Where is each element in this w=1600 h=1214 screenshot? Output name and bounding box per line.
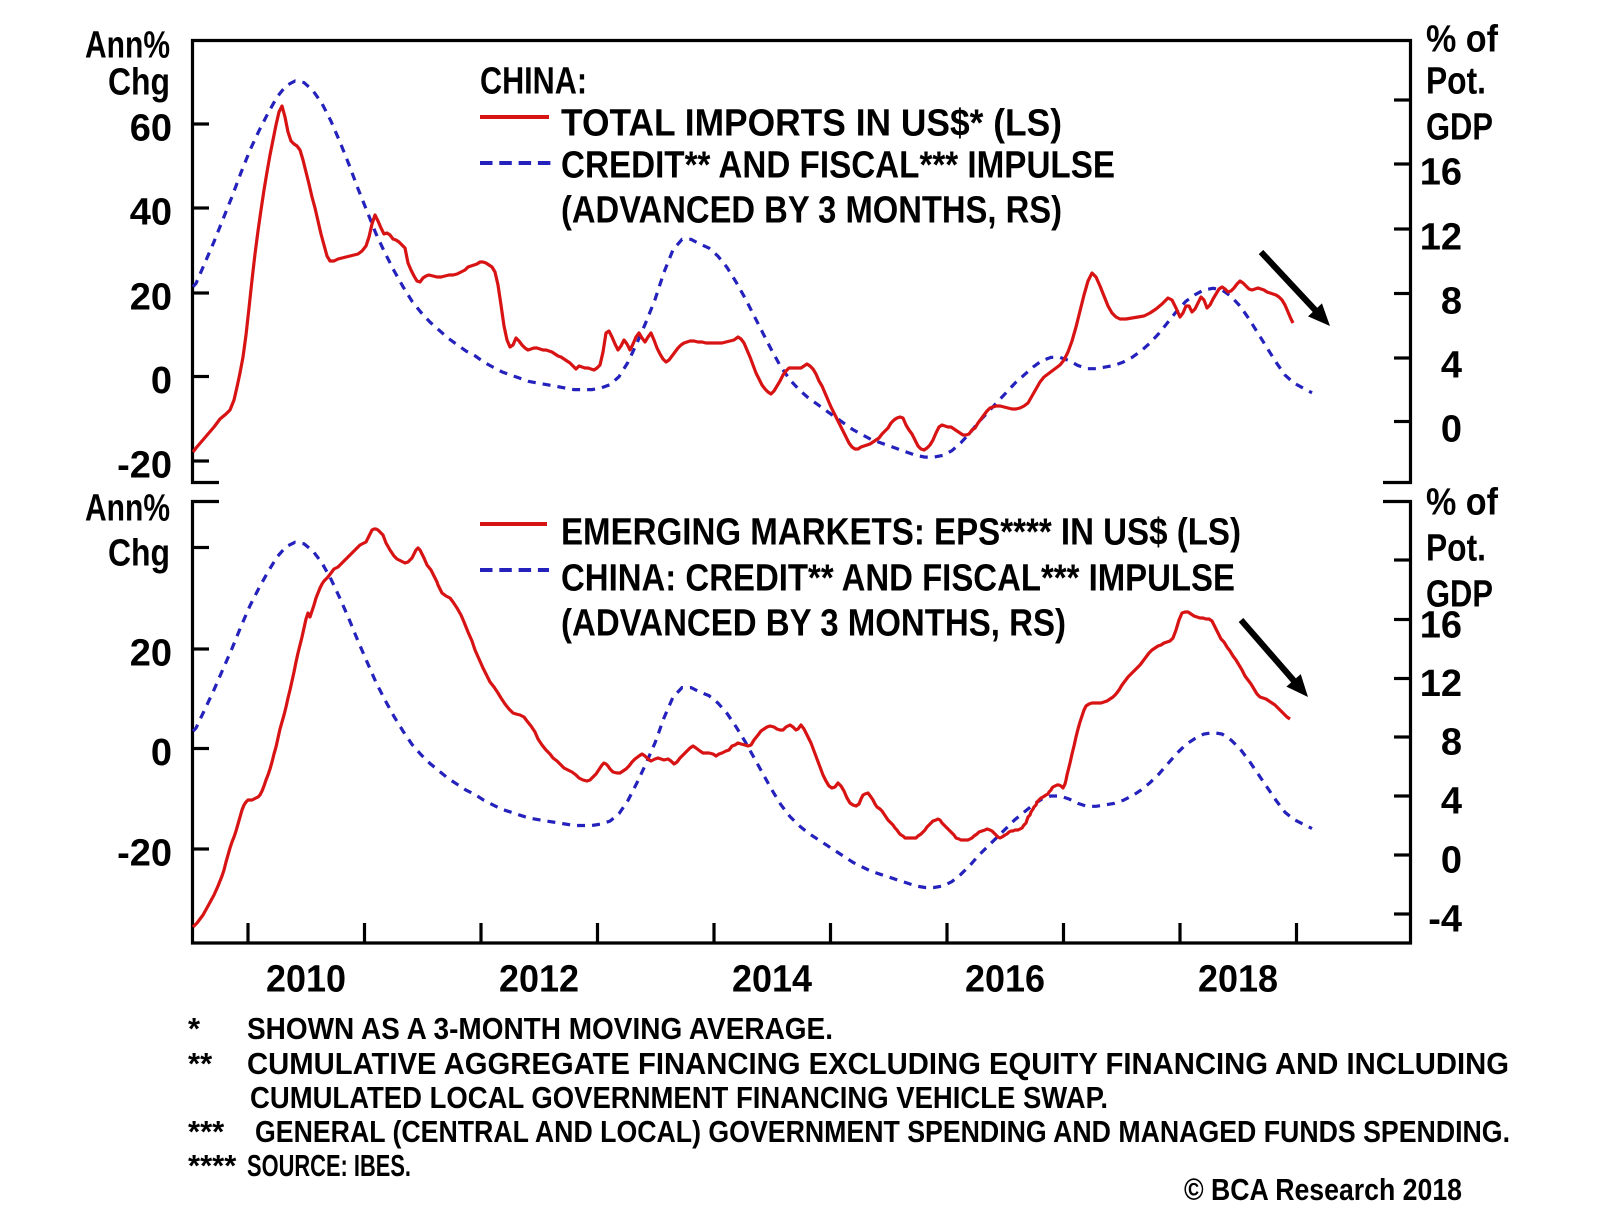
svg-text:Ann%: Ann%: [85, 488, 170, 530]
svg-text:% of: % of: [1426, 482, 1498, 524]
svg-text:% of: % of: [1426, 19, 1498, 61]
svg-text:2012: 2012: [499, 959, 579, 1001]
svg-text:(ADVANCED BY 3 MONTHS, RS): (ADVANCED BY 3 MONTHS, RS): [561, 190, 1062, 232]
svg-text:8: 8: [1441, 722, 1462, 764]
svg-text:2014: 2014: [732, 959, 812, 1001]
svg-text:CHINA:: CHINA:: [480, 61, 587, 103]
svg-text:****: ****: [188, 1148, 237, 1183]
svg-text:EMERGING MARKETS: EPS**** IN U: EMERGING MARKETS: EPS**** IN US$ (LS): [561, 512, 1241, 554]
svg-text:20: 20: [130, 277, 172, 319]
svg-text:SOURCE: IBES.: SOURCE: IBES.: [247, 1148, 411, 1183]
svg-text:Pot.: Pot.: [1426, 61, 1486, 103]
svg-text:CREDIT** AND FISCAL*** IMPULSE: CREDIT** AND FISCAL*** IMPULSE: [561, 145, 1115, 187]
svg-text:-20: -20: [117, 833, 172, 875]
svg-text:16: 16: [1420, 152, 1462, 194]
svg-text:Ann%: Ann%: [85, 25, 170, 67]
svg-text:**: **: [188, 1046, 213, 1081]
svg-text:© BCA Research 2018: © BCA Research 2018: [1184, 1172, 1462, 1207]
svg-text:2010: 2010: [266, 959, 346, 1001]
svg-text:2016: 2016: [965, 959, 1045, 1001]
svg-text:8: 8: [1441, 281, 1462, 323]
svg-text:0: 0: [151, 360, 172, 402]
svg-text:GENERAL (CENTRAL AND LOCAL) GO: GENERAL (CENTRAL AND LOCAL) GOVERNMENT S…: [255, 1114, 1510, 1149]
svg-text:20: 20: [130, 633, 172, 675]
svg-text:***: ***: [188, 1114, 225, 1149]
svg-text:Pot.: Pot.: [1426, 528, 1486, 570]
svg-text:4: 4: [1441, 345, 1462, 387]
svg-text:GDP: GDP: [1426, 107, 1493, 149]
svg-text:TOTAL IMPORTS IN US$* (LS): TOTAL IMPORTS IN US$* (LS): [561, 103, 1062, 145]
svg-text:12: 12: [1420, 217, 1462, 259]
svg-text:16: 16: [1420, 605, 1462, 647]
svg-text:Chg: Chg: [108, 533, 170, 575]
svg-text:0: 0: [1441, 409, 1462, 451]
svg-text:GDP: GDP: [1426, 574, 1493, 616]
svg-text:60: 60: [130, 108, 172, 150]
svg-text:-20: -20: [117, 445, 172, 487]
svg-text:2018: 2018: [1198, 959, 1278, 1001]
svg-text:4: 4: [1441, 781, 1462, 823]
svg-text:Chg: Chg: [108, 62, 170, 104]
svg-text:SHOWN AS A 3-MONTH MOVING AVER: SHOWN AS A 3-MONTH MOVING AVERAGE.: [247, 1011, 833, 1046]
svg-text:12: 12: [1420, 663, 1462, 705]
svg-text:0: 0: [1441, 840, 1462, 882]
svg-text:0: 0: [151, 732, 172, 774]
svg-text:CUMULATIVE AGGREGATE FINANCING: CUMULATIVE AGGREGATE FINANCING EXCLUDING…: [247, 1046, 1509, 1081]
svg-text:*: *: [188, 1011, 201, 1046]
svg-text:(ADVANCED BY 3 MONTHS, RS): (ADVANCED BY 3 MONTHS, RS): [561, 603, 1066, 645]
svg-text:40: 40: [130, 192, 172, 234]
svg-text:CUMULATED LOCAL GOVERNMENT FIN: CUMULATED LOCAL GOVERNMENT FINANCING VEH…: [250, 1080, 1108, 1115]
svg-text:-4: -4: [1428, 899, 1462, 941]
svg-text:CHINA: CREDIT** AND FISCAL***: CHINA: CREDIT** AND FISCAL*** IMPULSE: [561, 558, 1235, 600]
